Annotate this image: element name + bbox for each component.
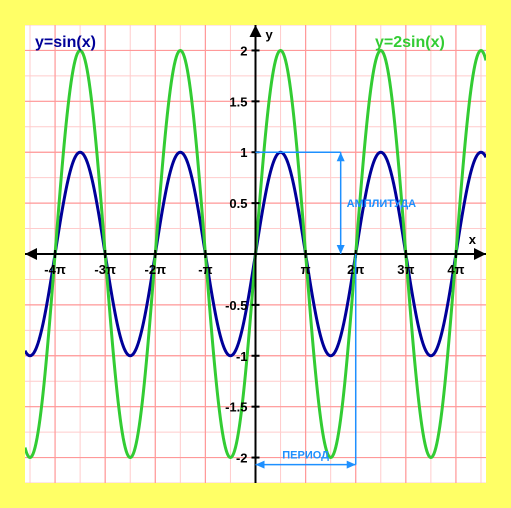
x-axis-label: x: [469, 232, 477, 247]
amplitude-label: АМПЛИТУДА: [347, 198, 416, 210]
y-tick-label: -2: [236, 451, 248, 466]
period-label: ПЕРИОД: [282, 450, 329, 462]
x-axis-arrow-icon: [474, 248, 486, 260]
period-arrow-left-icon: [256, 461, 265, 469]
x-tick-label: 3π: [397, 262, 414, 277]
x-tick-label: 4π: [447, 262, 464, 277]
y-tick-label: 1: [240, 145, 247, 160]
x-tick-label: -π: [198, 262, 212, 277]
amplitude-arrow-up-icon: [337, 152, 345, 161]
y-tick-label: -1: [236, 349, 248, 364]
x-tick-label: π: [301, 262, 311, 277]
y-tick-label: -1.5: [225, 400, 247, 415]
x-tick-label: -3π: [94, 262, 116, 277]
x-tick-label: -4π: [44, 262, 66, 277]
x-axis-arrow-left-icon: [25, 248, 37, 260]
y-tick-label: 1.5: [229, 94, 247, 109]
y-axis-label: y: [266, 27, 274, 42]
chart-svg: xy-4π-3π-2π-ππ2π3π4π-2-1.5-1-0.50.511.52…: [25, 25, 486, 483]
amplitude-arrow-down-icon: [337, 245, 345, 254]
period-arrow-right-icon: [347, 461, 356, 469]
y-tick-label: 0.5: [229, 196, 247, 211]
chart-plot-area: xy-4π-3π-2π-ππ2π3π4π-2-1.5-1-0.50.511.52…: [25, 25, 486, 483]
y-tick-label: -0.5: [225, 298, 247, 313]
x-tick-label: -2π: [145, 262, 167, 277]
chart-outer: xy-4π-3π-2π-ππ2π3π4π-2-1.5-1-0.50.511.52…: [0, 0, 511, 508]
y-tick-label: 2: [240, 43, 247, 58]
y-axis-arrow-icon: [250, 25, 262, 37]
legend-2sin: y=2sin(x): [375, 34, 445, 51]
legend-sin: y=sin(x): [35, 34, 96, 51]
